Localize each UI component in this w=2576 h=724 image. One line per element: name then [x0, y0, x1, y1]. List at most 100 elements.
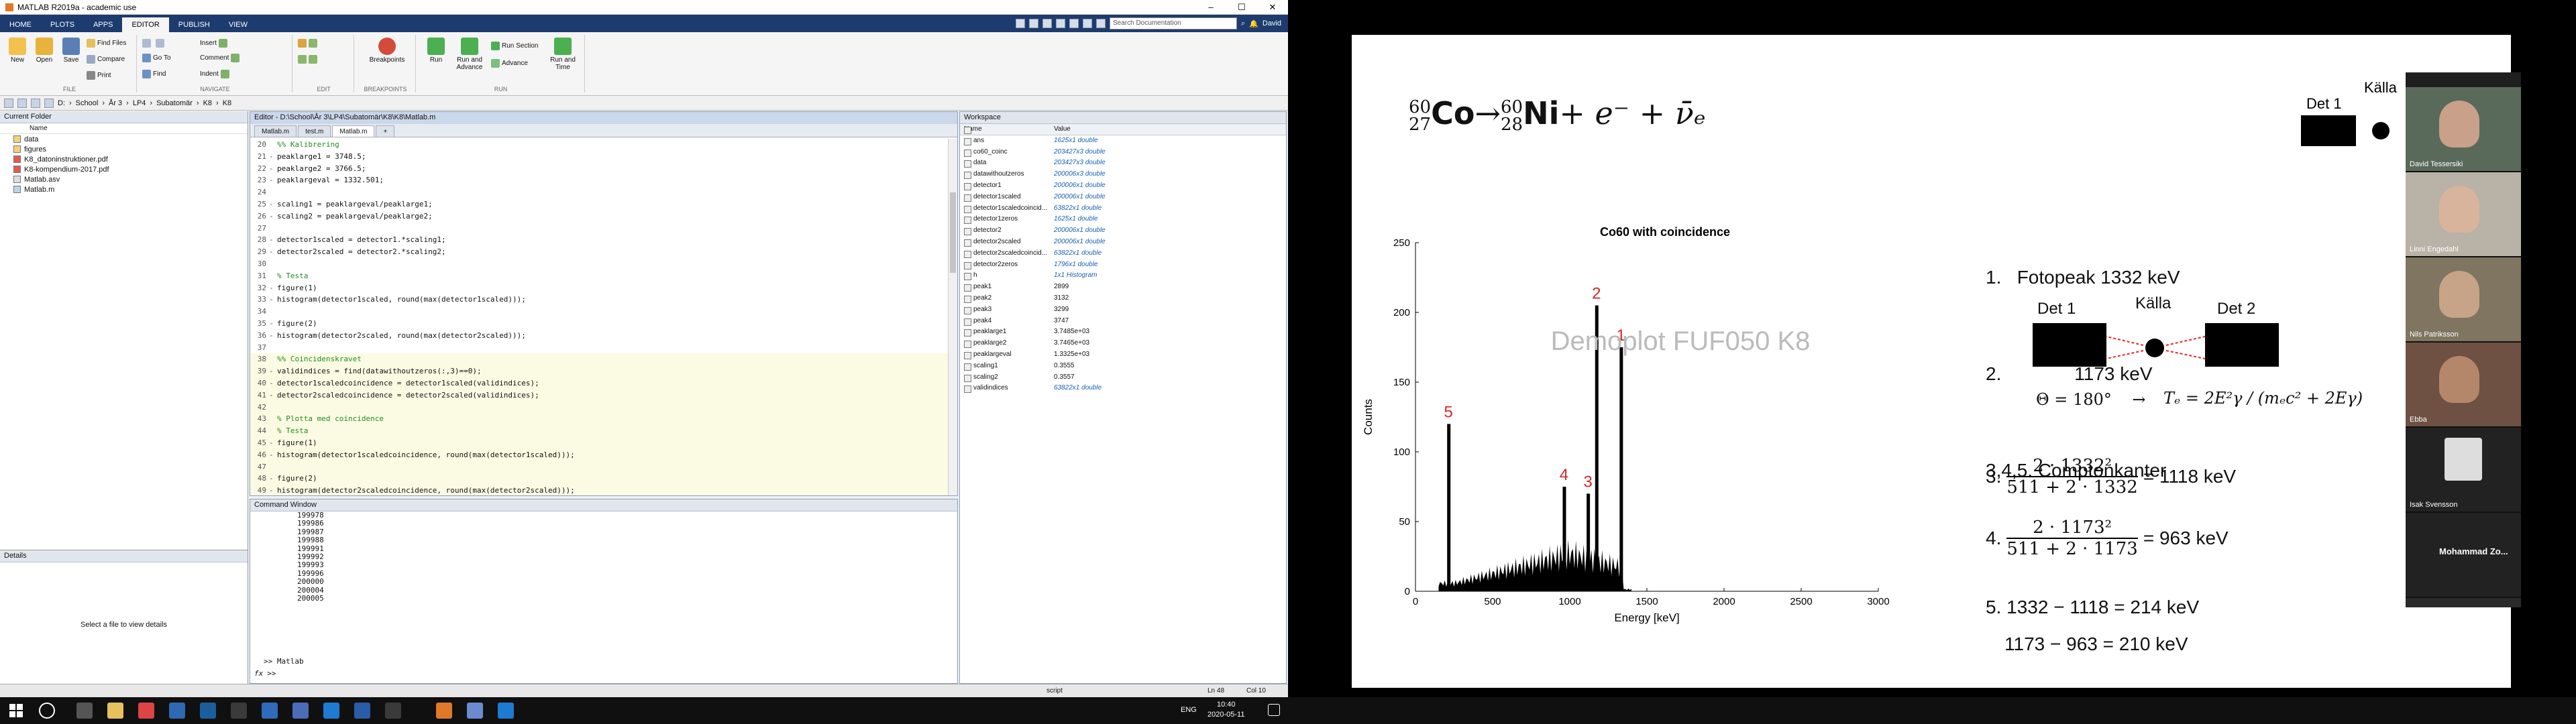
tab-editor[interactable]: EDITOR: [122, 17, 169, 32]
workspace-variable[interactable]: detector2zeros 1796x1 double: [960, 259, 1286, 271]
paste-icon[interactable]: [1056, 19, 1065, 28]
file-item[interactable]: Matlab.m: [0, 184, 248, 194]
code-line[interactable]: 27: [250, 223, 948, 235]
new-button[interactable]: New: [4, 38, 31, 64]
editor-tab-active[interactable]: Matlab.m: [332, 125, 375, 137]
compare-button[interactable]: Compare: [87, 55, 125, 64]
notification-icon[interactable]: 🔔: [1249, 19, 1258, 28]
workspace-variable[interactable]: peaklargeval 1.3325e+03: [960, 349, 1286, 361]
redo-icon[interactable]: [1083, 19, 1092, 28]
maximize-button[interactable]: ☐: [1238, 2, 1246, 12]
path-segment[interactable]: D:: [58, 99, 65, 107]
run-and-advance-button[interactable]: Run and Advance: [452, 38, 487, 71]
code-line[interactable]: 30: [250, 258, 948, 270]
code-line[interactable]: 41- detector2scaledcoincidence = detector…: [250, 389, 948, 402]
forward-icon[interactable]: [17, 98, 27, 108]
file-item[interactable]: K8-kompendium-2017.pdf: [0, 164, 248, 174]
code-area[interactable]: 20%% Kalibrering 21- peaklarge1 = 3748.5; 2…: [250, 139, 948, 495]
code-line[interactable]: 32- figure(1): [250, 282, 948, 294]
participant-tile[interactable]: Mohammad Zo...: [2406, 513, 2521, 598]
clock[interactable]: 10:40 2020-05-11: [1208, 701, 1245, 719]
steam-icon[interactable]: [200, 703, 216, 719]
print-button[interactable]: Print: [87, 71, 111, 80]
editor-tab[interactable]: Matlab.m: [254, 125, 297, 137]
code-line[interactable]: 44 % Testa: [250, 425, 948, 437]
new-tab-button[interactable]: +: [376, 125, 395, 137]
app-icon[interactable]: [231, 703, 247, 719]
zoom-meeting-icon[interactable]: [498, 703, 514, 719]
code-line[interactable]: 29- detector2scaled = detector2.*scaling2…: [250, 246, 948, 258]
command-prompt[interactable]: fx >>: [254, 669, 276, 678]
goto-button[interactable]: Go To: [142, 54, 171, 62]
advance-button[interactable]: Advance: [491, 59, 528, 68]
app-icon[interactable]: [354, 703, 370, 719]
workspace-variable[interactable]: detector1zeros 1625x1 double: [960, 214, 1286, 225]
code-line[interactable]: 37: [250, 342, 948, 354]
tab-plots[interactable]: PLOTS: [50, 21, 75, 29]
matlab-taskbar-icon[interactable]: [436, 703, 452, 719]
task-view-icon[interactable]: [76, 703, 93, 719]
run-section-button[interactable]: Run Section: [491, 42, 538, 50]
save-button[interactable]: Save: [58, 38, 85, 64]
code-line[interactable]: 21- peaklarge1 = 3748.5;: [250, 151, 948, 163]
participant-tile[interactable]: Linni Engedahl: [2406, 172, 2521, 257]
copy-icon[interactable]: [1042, 19, 1052, 28]
undo-icon[interactable]: [1069, 19, 1079, 28]
path-segment[interactable]: LP4: [132, 99, 146, 107]
chrome-icon[interactable]: [138, 703, 154, 719]
file-explorer-icon[interactable]: [107, 703, 123, 719]
app-icon[interactable]: [292, 703, 309, 719]
participant-tile[interactable]: Nils Patriksson: [2406, 257, 2521, 343]
code-line[interactable]: 33- histogram(detector1scaled, round(max(…: [250, 294, 948, 306]
workspace-variable[interactable]: detector1scaled 200006x1 double: [960, 192, 1286, 203]
code-line[interactable]: 46- histogram(detector1scaledcoincidence,…: [250, 448, 948, 461]
name-column-header[interactable]: Name: [0, 123, 248, 134]
workspace-variable[interactable]: co60_coinc 203427x3 double: [960, 147, 1286, 158]
breakpoints-button[interactable]: Breakpoints: [369, 38, 405, 64]
code-line[interactable]: 22- peaklarge2 = 3766.5;: [250, 163, 948, 175]
workspace-variable[interactable]: peak2 3132: [960, 293, 1286, 304]
search-documentation-input[interactable]: Search Documentation: [1110, 17, 1237, 29]
language-indicator[interactable]: ENG: [1181, 706, 1197, 714]
open-button[interactable]: Open: [31, 38, 58, 64]
code-line[interactable]: 28- detector1scaled = detector1.*scaling1…: [250, 234, 948, 246]
value-column-header[interactable]: Value: [1054, 125, 1071, 133]
workspace-variable[interactable]: peak4 3747: [960, 316, 1286, 327]
help-icon[interactable]: [1096, 19, 1106, 28]
workspace-variable[interactable]: detector2scaledcoincid... 63822x1 double: [960, 248, 1286, 259]
windows-start-icon[interactable]: [8, 703, 24, 719]
up-folder-icon[interactable]: [31, 98, 40, 108]
workspace-variable[interactable]: datawithoutzeros 200006x3 double: [960, 169, 1286, 180]
workspace-variable[interactable]: detector2 200006x1 double: [960, 225, 1286, 237]
workspace-variable[interactable]: ans 1625x1 double: [960, 135, 1286, 147]
app-icon[interactable]: [385, 703, 401, 719]
code-line[interactable]: 25- scaling1 = peaklargeval/peaklarge1;: [250, 198, 948, 210]
outlook-icon[interactable]: [262, 703, 278, 719]
scroll-thumb[interactable]: [950, 192, 956, 273]
name-column-header[interactable]: Name: [960, 124, 1054, 135]
tab-view[interactable]: VIEW: [228, 21, 248, 29]
workspace-variable[interactable]: peaklarge2 3.7465e+03: [960, 338, 1286, 349]
code-line[interactable]: 20 %% Kalibrering: [250, 139, 948, 151]
run-and-time-button[interactable]: Run and Time: [545, 38, 581, 71]
workspace-variable[interactable]: peak1 2899: [960, 282, 1286, 293]
code-line[interactable]: 40- detector1scaledcoincidence = detector…: [250, 377, 948, 389]
goto-forward-icon[interactable]: [156, 39, 164, 48]
tab-publish[interactable]: PUBLISH: [178, 21, 210, 29]
code-line[interactable]: 35- figure(2): [250, 318, 948, 330]
cut-icon[interactable]: [1029, 19, 1038, 28]
code-line[interactable]: 45- figure(1): [250, 436, 948, 449]
workspace-variable[interactable]: validindices 63822x1 double: [960, 383, 1286, 394]
path-segment[interactable]: År 3: [108, 99, 123, 107]
code-line[interactable]: 36- histogram(detector2scaled, round(max(…: [250, 330, 948, 342]
path-segment[interactable]: K8: [203, 99, 213, 107]
comment-button[interactable]: Comment: [200, 54, 240, 62]
save-icon[interactable]: [1016, 19, 1025, 28]
edit-tool-2[interactable]: [298, 55, 317, 64]
participant-tile[interactable]: Isak Svensson: [2406, 428, 2521, 513]
participant-tile[interactable]: Ebba: [2406, 343, 2521, 428]
minimize-button[interactable]: –: [1208, 2, 1214, 12]
workspace-variable[interactable]: scaling1 0.3555: [960, 361, 1286, 372]
code-line[interactable]: 42: [250, 401, 948, 414]
code-line[interactable]: 24: [250, 186, 948, 198]
